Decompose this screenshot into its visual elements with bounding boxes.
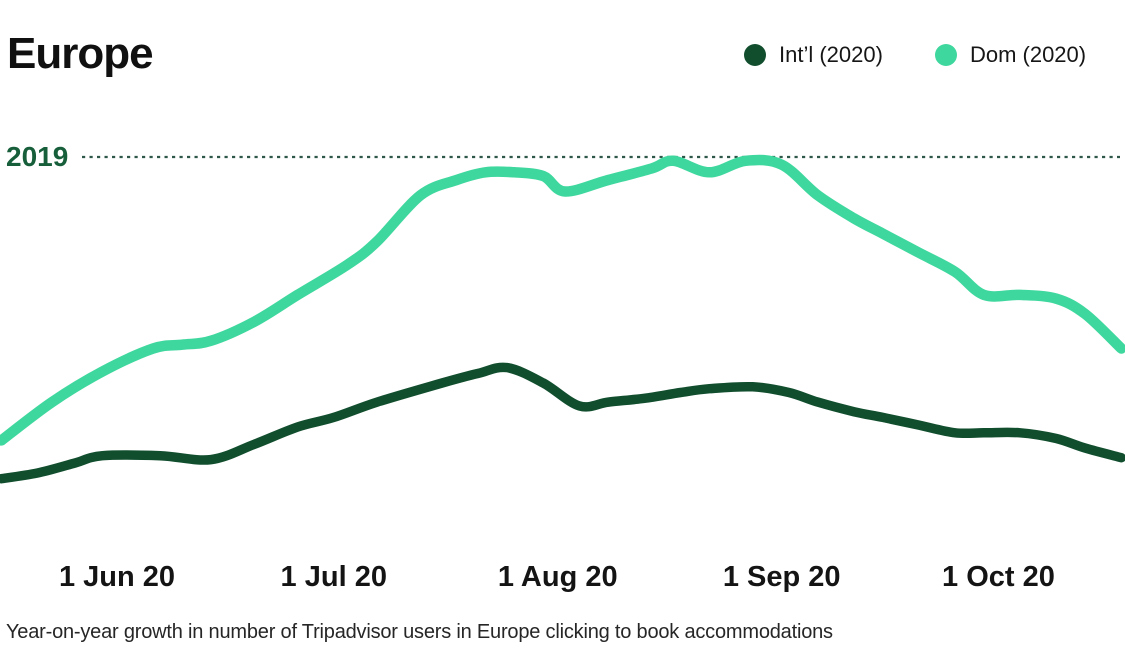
legend-item-intl[interactable]: Int’l (2020) [744, 42, 883, 68]
legend: Int’l (2020) Dom (2020) [744, 42, 1086, 68]
chart-caption: Year-on-year growth in number of Tripadv… [6, 621, 833, 643]
series-line-intl [0, 362, 1125, 484]
legend-item-dom[interactable]: Dom (2020) [934, 42, 1087, 68]
legend-label-dom: Dom (2020) [969, 42, 1087, 67]
x-tick-label: 1 Jun 20 [58, 561, 176, 593]
series-line-dom [0, 154, 1125, 446]
legend-label-intl: Int’l (2020) [779, 42, 883, 67]
x-tick-label: 1 Jul 20 [280, 561, 387, 593]
dom-series-swatch-icon [934, 44, 957, 66]
x-tick-label: 1 Oct 20 [942, 561, 1055, 593]
baseline-2019-label: 2019 [6, 141, 69, 172]
x-tick-label: 1 Aug 20 [497, 561, 618, 593]
chart-title: Europe [7, 29, 154, 78]
intl-series-swatch-icon [744, 44, 766, 66]
x-axis: 1 Jun 20 1 Jul 20 1 Aug 20 1 Sep 20 1 Oct 20 [0, 561, 1125, 601]
x-tick-label: 1 Sep 20 [722, 561, 841, 593]
